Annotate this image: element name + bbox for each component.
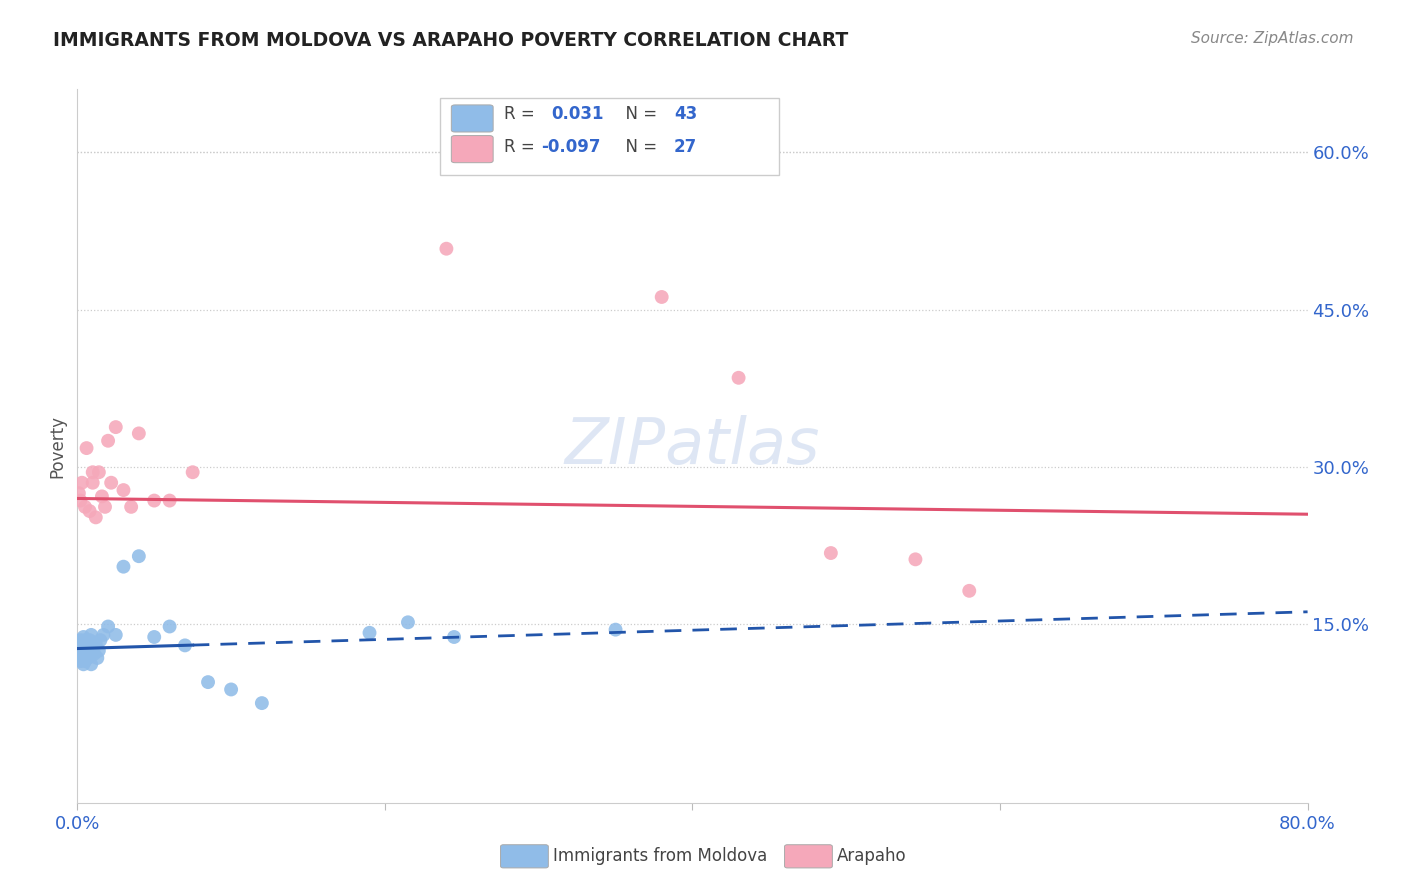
FancyBboxPatch shape [451, 105, 494, 132]
Point [97, 619, 120, 633]
Text: -0.097: -0.097 [541, 138, 600, 156]
Point [197, 675, 219, 690]
Point [651, 290, 673, 304]
Point [69, 643, 91, 657]
Point [70, 475, 93, 490]
Point [112, 559, 135, 574]
Text: 27: 27 [673, 138, 697, 156]
Point [94, 500, 117, 514]
Point [904, 552, 927, 566]
Point [67, 486, 90, 500]
Point [73, 643, 96, 657]
Point [359, 625, 381, 640]
Point [73, 633, 96, 648]
Text: R =: R = [505, 105, 540, 123]
Point [80, 657, 103, 672]
Point [79, 648, 101, 663]
Point [93, 628, 115, 642]
Point [104, 420, 127, 434]
Point [443, 630, 465, 644]
Text: 43: 43 [673, 105, 697, 123]
Point [83, 647, 105, 661]
Point [90, 489, 114, 503]
Point [87, 465, 110, 479]
Point [76, 441, 98, 455]
Point [76, 647, 98, 661]
Point [159, 619, 181, 633]
Point [250, 696, 273, 710]
Point [104, 628, 127, 642]
Text: N =: N = [614, 105, 662, 123]
Point [84, 510, 107, 524]
Point [76, 639, 98, 653]
Point [97, 434, 120, 448]
Text: Immigrants from Moldova: Immigrants from Moldova [553, 847, 766, 865]
Point [77, 651, 100, 665]
Point [82, 465, 104, 479]
Point [820, 546, 842, 560]
Point [181, 465, 204, 479]
Text: R =: R = [505, 138, 540, 156]
Text: N =: N = [614, 138, 662, 156]
Point [128, 426, 150, 441]
Point [73, 500, 96, 514]
Point [128, 549, 150, 564]
Point [73, 654, 96, 668]
Point [143, 493, 166, 508]
Text: ZIPatlas: ZIPatlas [565, 415, 820, 477]
Point [89, 633, 111, 648]
Point [86, 651, 108, 665]
Text: Source: ZipAtlas.com: Source: ZipAtlas.com [1191, 31, 1354, 46]
Text: 0.031: 0.031 [551, 105, 603, 123]
Point [79, 633, 101, 648]
Point [77, 640, 100, 655]
Point [436, 242, 458, 256]
Point [82, 640, 104, 655]
Point [69, 493, 91, 508]
Point [174, 639, 197, 653]
Point [219, 682, 242, 697]
Point [112, 483, 135, 497]
Y-axis label: Poverty: Poverty [48, 415, 66, 477]
Point [120, 500, 142, 514]
Point [80, 628, 103, 642]
FancyBboxPatch shape [451, 136, 494, 162]
Point [143, 630, 166, 644]
Point [159, 493, 181, 508]
Text: Arapaho: Arapaho [837, 847, 907, 865]
Point [70, 651, 93, 665]
Point [69, 633, 91, 648]
Point [605, 623, 627, 637]
Point [67, 639, 90, 653]
Point [72, 657, 94, 672]
Point [70, 636, 93, 650]
Point [69, 654, 91, 668]
Point [70, 647, 93, 661]
Point [72, 640, 94, 655]
Point [957, 583, 980, 598]
Point [67, 648, 90, 663]
Point [79, 504, 101, 518]
Point [84, 636, 107, 650]
Point [87, 643, 110, 657]
Text: IMMIGRANTS FROM MOLDOVA VS ARAPAHO POVERTY CORRELATION CHART: IMMIGRANTS FROM MOLDOVA VS ARAPAHO POVER… [53, 31, 849, 50]
Point [727, 371, 749, 385]
Point [100, 475, 122, 490]
Point [72, 630, 94, 644]
FancyBboxPatch shape [440, 98, 779, 175]
Point [82, 475, 104, 490]
Point [396, 615, 419, 630]
